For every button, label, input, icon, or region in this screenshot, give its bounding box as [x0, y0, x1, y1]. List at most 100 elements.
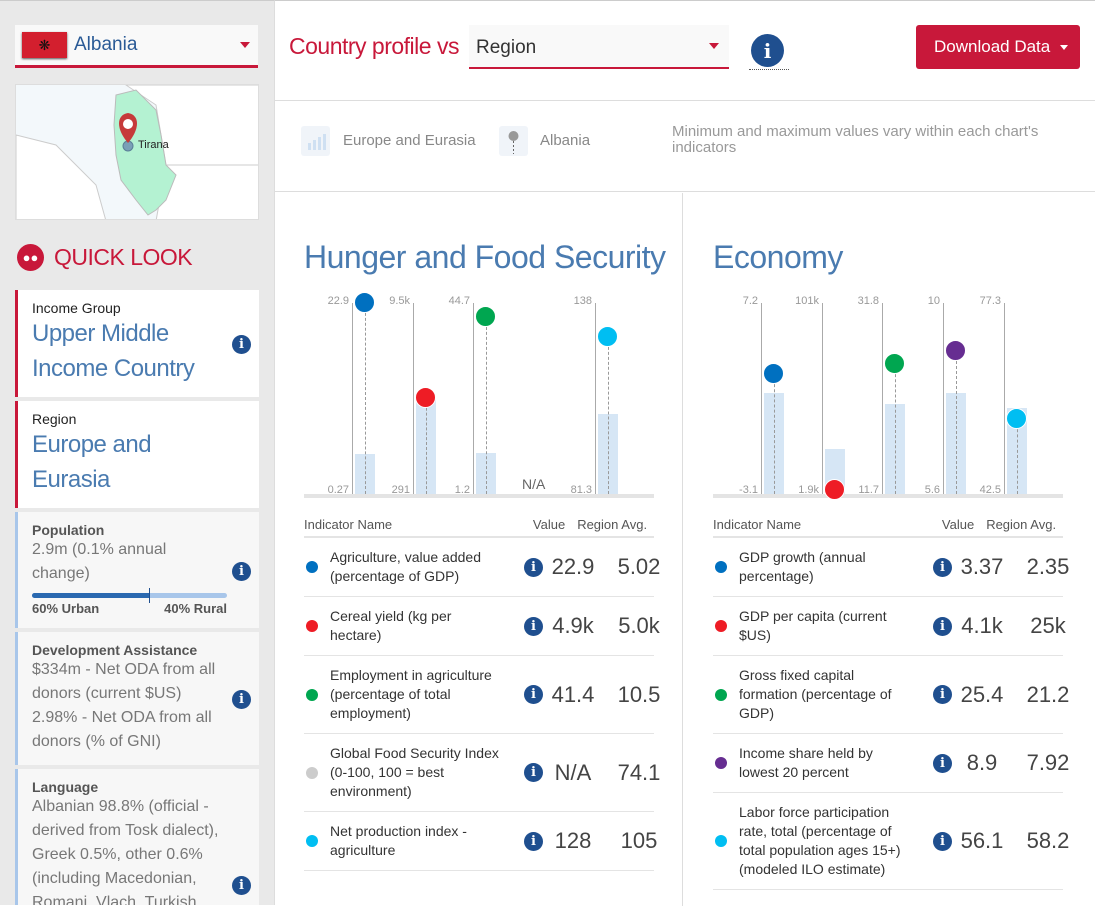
info-icon[interactable]: i	[933, 557, 952, 577]
info-icon[interactable]: i	[524, 831, 543, 851]
indicator-name: Cereal yield (kg per hectare)	[330, 608, 452, 643]
quick-look-heading: ●● QUICK LOOK	[17, 244, 193, 271]
series-color-dot	[306, 766, 318, 779]
country-value-dot[interactable]	[475, 306, 496, 328]
country-value-dot[interactable]	[945, 339, 966, 361]
indicator-name: Global Food Security Index (0-100, 100 =…	[330, 745, 499, 799]
axis-max-label: 44.7	[448, 295, 470, 307]
urban-rural-bar	[32, 588, 227, 603]
development-assistance-card: Development Assistance $334m - Net ODA f…	[15, 632, 259, 765]
card-label: Region	[32, 411, 77, 427]
population-card: Population 2.9m (0.1% annual change) 60%…	[15, 512, 259, 628]
col-value: Value	[532, 517, 566, 532]
card-label: Income Group	[32, 300, 121, 316]
country-name: Albania	[74, 34, 138, 55]
urban-label: 60% Urban	[32, 601, 100, 616]
info-icon[interactable]: i	[524, 616, 543, 636]
indicator-value: 56.1	[960, 828, 1004, 853]
indicator-value: 8.9	[966, 750, 998, 775]
info-icon[interactable]: i	[933, 616, 952, 636]
info-icon[interactable]: i	[232, 335, 251, 354]
caret-down-icon	[240, 42, 250, 48]
indicator-axis	[761, 303, 762, 494]
table-row: Gross fixed capital formation (percentag…	[713, 656, 1069, 734]
indicator-value: 4.1k	[961, 613, 1003, 638]
indicator-value: 128	[554, 828, 592, 853]
binoculars-icon: ●●	[17, 244, 44, 271]
page-title: Country profile vs	[289, 33, 459, 59]
info-icon[interactable]: i	[524, 763, 543, 782]
region-avg-value: 5.02	[617, 554, 661, 579]
hunger-food-security-panel: Hunger and Food Security 22.9 0.27 9.5k 291 4…	[275, 193, 683, 906]
indicator-value: 3.37	[960, 554, 1004, 579]
country-value-dot[interactable]	[354, 292, 375, 313]
axis-max-label: 7.2	[742, 295, 758, 307]
table-row: Agriculture, value added (percentage of …	[304, 538, 660, 597]
indicator-axis	[413, 303, 414, 494]
value-stem	[608, 336, 609, 494]
table-row: Net production index - agriculture i 128 10…	[304, 812, 657, 871]
section-title: Hunger and Food Security	[304, 239, 666, 275]
axis-max-label: 9.5k	[389, 295, 410, 307]
value-stem	[956, 350, 957, 494]
pin-icon	[499, 126, 528, 156]
download-data-button[interactable]: Download Data	[916, 25, 1080, 69]
indicator-name: Employment in agriculture (percentage of…	[330, 667, 492, 721]
table-row: Cereal yield (kg per hectare) i 4.9k 5.0k	[304, 597, 660, 656]
rural-label: 40% Rural	[164, 601, 227, 616]
region-avg-value: 2.35	[1026, 554, 1070, 579]
indicator-value: 25.4	[960, 681, 1004, 707]
value-stem	[895, 363, 896, 494]
card-label: Language	[32, 779, 99, 795]
albania-flag-icon: ❋	[22, 32, 67, 58]
table-row: Employment in agriculture (percentage of…	[304, 656, 660, 734]
series-color-dot	[306, 561, 318, 573]
info-icon[interactable]: i	[232, 690, 251, 709]
country-select[interactable]: ❋ Albania	[15, 25, 258, 68]
info-icon[interactable]: i	[751, 34, 784, 67]
map-city-label: Tirana	[138, 139, 169, 151]
country-map[interactable]: Tirana	[15, 84, 259, 220]
country-value-dot[interactable]	[763, 363, 784, 385]
indicator-axis	[943, 303, 944, 494]
card-value: 2.9m (0.1% annual change)	[32, 541, 167, 582]
series-color-dot	[715, 688, 727, 701]
table-row: GDP growth (annual percentage) i 3.37 2.35	[713, 538, 1069, 597]
indicator-axis	[352, 303, 353, 494]
country-value-dot[interactable]	[415, 387, 436, 409]
value-stem	[426, 398, 427, 494]
caret-down-icon	[1060, 44, 1069, 50]
series-color-dot	[715, 757, 727, 769]
main-content: Country profile vs Region i Download Dat…	[275, 0, 1095, 906]
info-icon[interactable]: i	[524, 557, 543, 577]
info-icon[interactable]: i	[933, 831, 952, 851]
info-icon[interactable]: i	[524, 685, 543, 704]
axis-min-label: 42.5	[979, 484, 1001, 496]
series-color-dot	[306, 620, 318, 632]
country-value-dot[interactable]	[884, 352, 905, 374]
country-value-dot[interactable]	[1006, 408, 1027, 430]
info-icon[interactable]: i	[933, 685, 952, 704]
info-icon[interactable]: i	[933, 753, 952, 773]
chart-baseline	[713, 494, 1063, 498]
table-row: Global Food Security Index (0-100, 100 =…	[304, 734, 660, 812]
indicator-chart: 22.9 0.27 9.5k 291 44.7 1.2 N/A 138 81.3	[304, 292, 654, 499]
info-underline	[749, 69, 789, 70]
indicator-name: Agriculture, value added (percentage of …	[330, 549, 481, 584]
info-icon[interactable]: i	[232, 876, 251, 895]
chart-legend: Europe and Eurasia Albania Minimum and m…	[275, 102, 1095, 192]
col-region-avg: Region Avg.	[577, 517, 648, 532]
region-avg-value: 58.2	[1026, 828, 1070, 853]
axis-max-label: 101k	[795, 295, 819, 307]
axis-max-label: 22.9	[327, 295, 349, 307]
info-icon[interactable]: i	[232, 562, 251, 581]
compare-select[interactable]: Region	[469, 25, 729, 69]
series-color-dot	[306, 688, 318, 701]
card-value: Europe and Eurasia	[32, 431, 152, 493]
indicator-axis	[473, 303, 474, 494]
country-value-dot[interactable]	[597, 325, 618, 347]
indicator-axis	[822, 303, 823, 494]
country-value-dot[interactable]	[824, 478, 845, 500]
axis-min-label: 291	[391, 484, 410, 496]
axis-min-label: 0.27	[327, 484, 349, 496]
